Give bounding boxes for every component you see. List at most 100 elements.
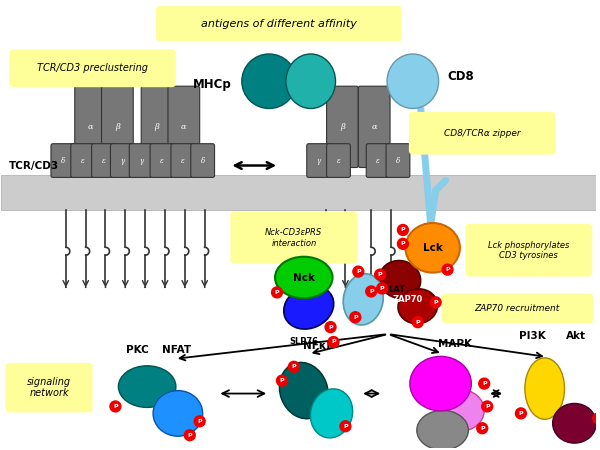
Text: Lck phosphorylates
CD3 tyrosines: Lck phosphorylates CD3 tyrosines — [488, 241, 569, 261]
Bar — [1, 176, 596, 210]
Circle shape — [430, 297, 441, 308]
FancyBboxPatch shape — [168, 86, 200, 167]
FancyBboxPatch shape — [171, 144, 195, 177]
Text: β: β — [155, 123, 160, 131]
Ellipse shape — [437, 390, 484, 431]
Circle shape — [184, 430, 195, 441]
FancyBboxPatch shape — [326, 86, 358, 167]
Text: γ: γ — [139, 157, 143, 165]
Text: Akt: Akt — [566, 331, 586, 341]
FancyBboxPatch shape — [307, 144, 331, 177]
Text: P: P — [331, 339, 336, 345]
Text: antigens of different affinity: antigens of different affinity — [201, 19, 357, 29]
Circle shape — [482, 401, 493, 412]
Text: δ: δ — [396, 157, 400, 165]
FancyBboxPatch shape — [110, 144, 134, 177]
Text: P: P — [292, 364, 296, 369]
Text: P: P — [356, 269, 361, 274]
FancyBboxPatch shape — [92, 144, 115, 177]
Text: NFAT: NFAT — [163, 345, 191, 355]
Circle shape — [515, 408, 526, 419]
Text: P: P — [485, 404, 490, 409]
Circle shape — [350, 312, 361, 323]
Ellipse shape — [153, 391, 203, 436]
Text: PKC: PKC — [126, 345, 149, 355]
Text: ε: ε — [337, 157, 340, 165]
Ellipse shape — [525, 358, 565, 419]
Text: α: α — [88, 123, 94, 131]
Ellipse shape — [118, 366, 176, 407]
FancyBboxPatch shape — [129, 144, 153, 177]
FancyBboxPatch shape — [326, 144, 350, 177]
Text: P: P — [353, 315, 358, 319]
FancyBboxPatch shape — [466, 224, 592, 277]
Text: P: P — [378, 272, 382, 277]
Text: MHCp: MHCp — [193, 78, 232, 91]
Ellipse shape — [417, 410, 469, 450]
Ellipse shape — [310, 389, 353, 438]
Text: P: P — [187, 433, 192, 438]
Text: P: P — [401, 241, 405, 246]
FancyBboxPatch shape — [358, 86, 390, 167]
Text: CD8/TCRα zipper: CD8/TCRα zipper — [444, 129, 521, 138]
Text: MAPK: MAPK — [439, 339, 472, 349]
Circle shape — [412, 317, 423, 328]
Text: α: α — [371, 123, 377, 131]
Ellipse shape — [275, 257, 332, 298]
Circle shape — [194, 416, 205, 427]
Text: P: P — [275, 290, 280, 295]
FancyBboxPatch shape — [230, 211, 358, 264]
Text: ε: ε — [376, 157, 380, 165]
Circle shape — [593, 413, 600, 424]
Text: γ: γ — [317, 157, 321, 165]
Text: α: α — [181, 123, 187, 131]
Text: P: P — [482, 381, 487, 386]
FancyBboxPatch shape — [386, 144, 410, 177]
Ellipse shape — [387, 54, 439, 108]
Ellipse shape — [379, 261, 421, 298]
Text: LAT: LAT — [388, 285, 405, 294]
Ellipse shape — [284, 285, 334, 329]
Text: NFκB: NFκB — [303, 341, 334, 351]
Text: P: P — [433, 300, 438, 305]
FancyBboxPatch shape — [442, 293, 593, 323]
Text: ε: ε — [181, 157, 185, 165]
FancyBboxPatch shape — [150, 144, 174, 177]
Text: P: P — [343, 424, 348, 429]
Circle shape — [479, 378, 490, 389]
FancyBboxPatch shape — [366, 144, 390, 177]
Text: Nck-CD3εPRS
interaction: Nck-CD3εPRS interaction — [265, 228, 322, 248]
FancyBboxPatch shape — [156, 6, 402, 41]
Text: P: P — [280, 378, 284, 383]
Text: ZAP70: ZAP70 — [393, 295, 423, 304]
Text: TCR/CD3: TCR/CD3 — [10, 161, 59, 171]
FancyBboxPatch shape — [101, 86, 133, 167]
Circle shape — [442, 264, 453, 275]
Text: P: P — [415, 320, 420, 324]
Text: Nck: Nck — [293, 273, 315, 283]
Circle shape — [377, 283, 388, 294]
Text: δ: δ — [200, 157, 205, 165]
Text: P: P — [369, 289, 374, 294]
Circle shape — [289, 361, 299, 372]
Text: δ: δ — [61, 157, 65, 165]
Circle shape — [397, 225, 409, 235]
Text: ε: ε — [81, 157, 85, 165]
Text: P: P — [596, 416, 600, 421]
Ellipse shape — [242, 54, 296, 108]
Circle shape — [325, 322, 336, 333]
Circle shape — [353, 266, 364, 277]
Circle shape — [328, 337, 339, 347]
Text: SLP76: SLP76 — [289, 338, 318, 346]
Circle shape — [277, 375, 287, 386]
Text: P: P — [518, 411, 523, 416]
Circle shape — [397, 238, 409, 249]
Text: γ: γ — [120, 157, 124, 165]
Text: CD8: CD8 — [448, 70, 474, 83]
Text: ε: ε — [160, 157, 164, 165]
Text: P: P — [328, 324, 333, 329]
Text: PI3K: PI3K — [520, 331, 546, 341]
Text: ZAP70 recruitment: ZAP70 recruitment — [475, 304, 560, 313]
Text: P: P — [380, 286, 385, 291]
FancyBboxPatch shape — [5, 363, 92, 412]
